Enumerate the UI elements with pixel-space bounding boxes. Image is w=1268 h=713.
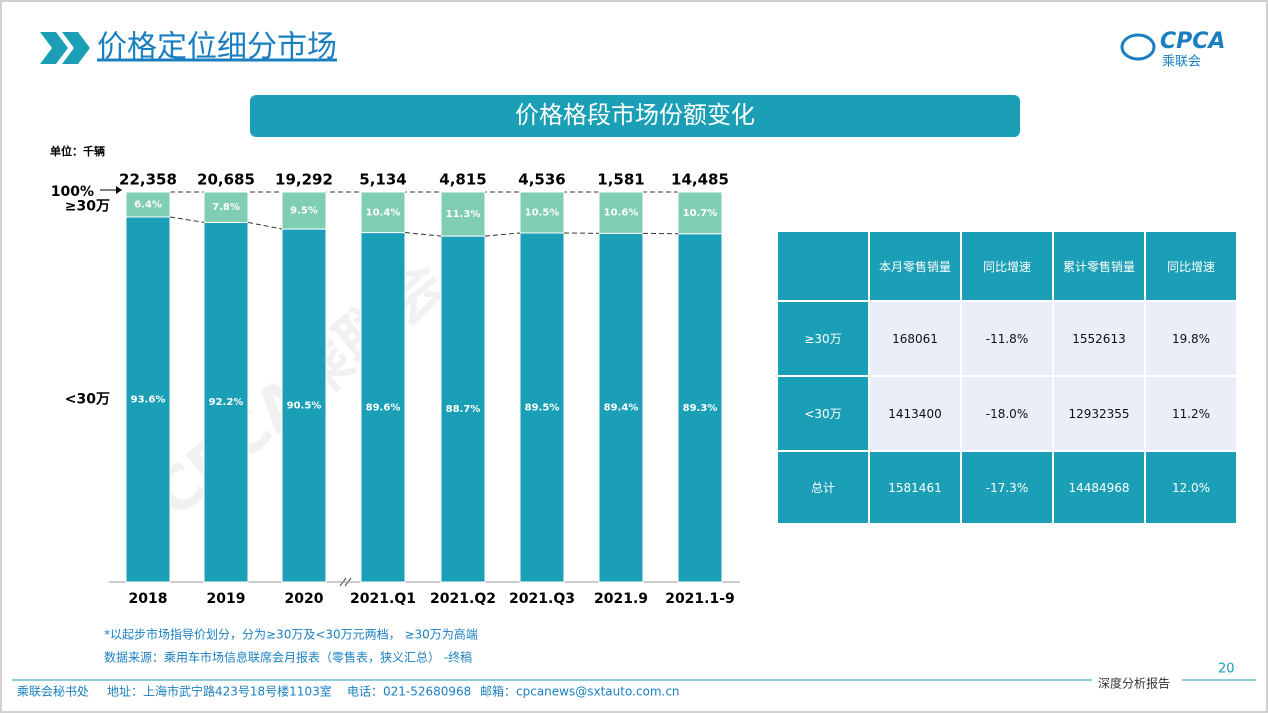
value-label: 10.4% — [366, 207, 401, 218]
bar-segment — [203, 191, 249, 223]
value-label: 93.6% — [131, 394, 166, 405]
logo-sub: 乘联会 — [1162, 55, 1201, 70]
total-label: 22,358 — [119, 171, 177, 189]
total-label: 20,685 — [197, 171, 255, 189]
bar-segment — [677, 191, 723, 235]
total-label: 4,815 — [439, 171, 486, 189]
banner — [250, 95, 1020, 137]
total-label: 14,485 — [671, 171, 729, 189]
cell: -18.0% — [962, 377, 1052, 450]
chevron — [40, 32, 68, 64]
bar-segment — [598, 232, 644, 583]
row-header: <30万 — [778, 377, 868, 450]
share-connector — [484, 232, 521, 237]
value-label: 92.2% — [209, 397, 244, 408]
footer-org: 乘联会秘书处 — [17, 685, 89, 699]
share-connector — [404, 232, 442, 237]
value-label: 89.6% — [366, 402, 401, 413]
cell: 11.2% — [1146, 377, 1236, 450]
note: 数据来源：乘用车市场信息联席会月报表（零售表，狭义汇总） -终稿 — [104, 650, 472, 665]
legend-label: <30万 — [65, 391, 110, 407]
value-label: 9.5% — [290, 206, 318, 217]
total-label: 4,536 — [518, 171, 565, 189]
cell: 19.8% — [1146, 302, 1236, 375]
value-label: 89.4% — [604, 403, 639, 414]
table-corner — [778, 232, 868, 300]
footer-address: 地址：上海市武宁路423号18号楼1103室 — [107, 684, 332, 699]
bar-segment — [125, 191, 171, 218]
value-label: 11.3% — [446, 209, 481, 220]
value-label: 89.5% — [525, 402, 560, 413]
total-label: 5,134 — [359, 171, 406, 189]
legend-label: ≥30万 — [65, 198, 110, 214]
bar-segment — [203, 221, 249, 583]
x-tick-label: 2019 — [207, 591, 246, 607]
cell: 1552613 — [1054, 302, 1144, 375]
cell: 168061 — [870, 302, 960, 375]
value-label: 10.7% — [683, 208, 718, 219]
page-title: 价格定位细分市场 — [97, 30, 337, 65]
x-tick-label: 2021.Q2 — [430, 591, 496, 607]
x-tick-label: 2021.1-9 — [665, 591, 735, 607]
footer-tag: 深度分析报告 — [1098, 676, 1170, 691]
share-connector — [247, 221, 283, 230]
footer-email: 邮箱：cpcanews@sxtauto.com.cn — [480, 684, 680, 699]
bar-segment — [440, 235, 486, 583]
bar-segment — [440, 191, 486, 237]
bar-segment — [519, 191, 565, 234]
value-label: 89.3% — [683, 403, 718, 414]
column-header: 本月零售销量 — [870, 232, 960, 300]
data-table: 本月零售销量 同比增速 累计零售销量 同比增速 ≥30万 168061 -11.… — [776, 230, 1238, 525]
x-tick-label: 2021.Q1 — [350, 591, 416, 607]
chevron — [62, 32, 90, 64]
bar-segment — [281, 191, 327, 230]
cell: 1413400 — [870, 377, 960, 450]
value-label: 7.8% — [212, 202, 240, 213]
value-label: 88.7% — [446, 404, 481, 415]
x-tick-label: 2018 — [129, 591, 168, 607]
value-label: 10.6% — [604, 208, 639, 219]
bar-segment — [519, 232, 565, 583]
cell: -11.8% — [962, 302, 1052, 375]
bar-segment — [360, 191, 406, 234]
column-header: 同比增速 — [1146, 232, 1236, 300]
column-header: 累计零售销量 — [1054, 232, 1144, 300]
bar-segment — [677, 233, 723, 583]
bar-segment — [125, 216, 171, 583]
y-tick-label: 100% — [51, 184, 94, 200]
logo: CPCA — [1160, 29, 1225, 54]
cell: -17.3% — [962, 452, 1052, 523]
logo-mark — [1120, 33, 1156, 61]
share-connector — [169, 216, 205, 223]
bar-segment — [281, 228, 327, 583]
total-label: 1,581 — [597, 171, 644, 189]
chart-title: 价格格段市场份额变化 — [515, 101, 755, 129]
cell: 12932355 — [1054, 377, 1144, 450]
column-header: 同比增速 — [962, 232, 1052, 300]
cell: 1581461 — [870, 452, 960, 523]
arrow-head — [116, 186, 122, 194]
bar-segment — [598, 191, 644, 234]
note: *以起步市场指导价划分，分为≥30万及<30万元两档， ≥30万为高端 — [104, 627, 478, 642]
x-tick-label: 2021.9 — [594, 591, 648, 607]
footer-phone: 电话：021-52680968 — [347, 685, 471, 699]
value-label: 6.4% — [134, 199, 162, 210]
x-tick-label: 2020 — [285, 591, 324, 607]
total-label: 19,292 — [275, 171, 333, 189]
cell: 12.0% — [1146, 452, 1236, 523]
cell: 14484968 — [1054, 452, 1144, 523]
unit-label: 单位：千辆 — [50, 144, 105, 158]
x-tick-label: 2021.Q3 — [509, 591, 575, 607]
bar-segment — [360, 232, 406, 583]
value-label: 90.5% — [287, 401, 322, 412]
value-label: 10.5% — [525, 207, 560, 218]
row-header: ≥30万 — [778, 302, 868, 375]
row-header: 总计 — [778, 452, 868, 523]
page-number: 20 — [1218, 662, 1235, 677]
